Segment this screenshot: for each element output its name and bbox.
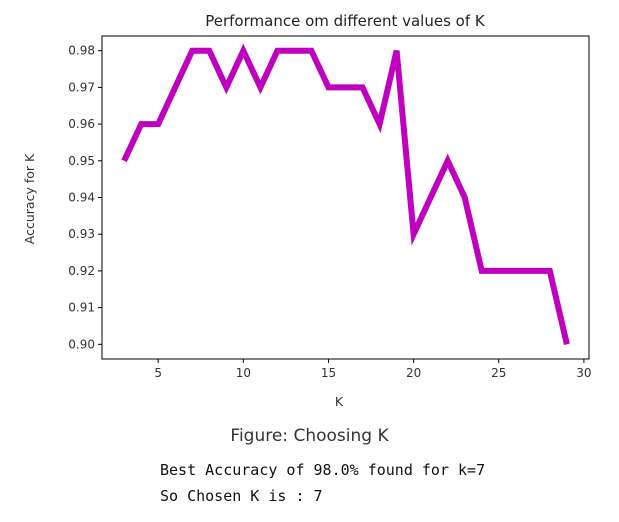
y-tick-label: 0.97 — [68, 80, 95, 94]
x-tick-label: 25 — [491, 366, 506, 380]
plot-area: 5 10 15 20 25 30 0.90 0.91 0.92 0.93 0.94 0.95 0.96 0… — [68, 35, 592, 380]
accuracy-line-chart: Performance om different values of K 5 10… — [22, 12, 592, 409]
y-tick-label: 0.98 — [68, 44, 95, 58]
x-tick-label: 30 — [576, 366, 591, 380]
x-tick-label: 5 — [154, 366, 162, 380]
x-tick-label: 15 — [321, 366, 336, 380]
y-tick-label: 0.91 — [68, 301, 95, 315]
x-axis-label: K — [335, 394, 344, 409]
y-tick-label: 0.90 — [68, 337, 95, 351]
output-chosen-k: So Chosen K is : 7 — [160, 487, 323, 505]
y-tick-label: 0.96 — [68, 117, 95, 131]
series-line — [121, 43, 570, 345]
y-tick-label: 0.95 — [68, 154, 95, 168]
x-tick-label: 10 — [236, 366, 251, 380]
x-tick-label: 20 — [406, 366, 421, 380]
output-best-accuracy: Best Accuracy of 98.0% found for k=7 — [160, 461, 486, 479]
y-axis-label: Accuracy for K — [22, 153, 37, 244]
y-tick-label: 0.92 — [68, 264, 95, 278]
chart-title: Performance om different values of K — [205, 12, 486, 30]
figure-caption: Figure: Choosing K — [230, 426, 389, 446]
y-tick-label: 0.93 — [68, 227, 95, 241]
y-tick-label: 0.94 — [68, 191, 95, 205]
